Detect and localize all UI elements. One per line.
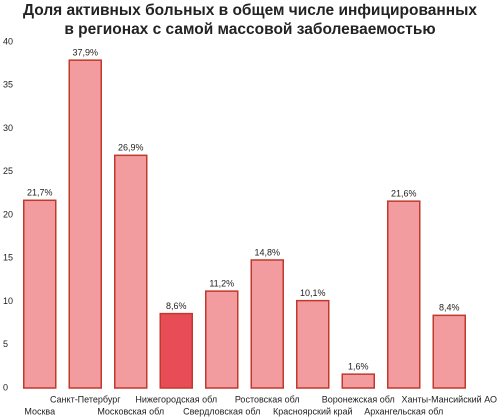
value-label: 8,6% [166, 301, 187, 311]
y-tick-label: 5 [3, 339, 8, 349]
x-tick-label: Московская обл [97, 406, 164, 416]
value-label: 26,9% [118, 143, 144, 153]
value-label: 1,6% [348, 362, 369, 372]
chart-title: в регионах с самой массовой заболеваемос… [64, 21, 435, 38]
x-tick-label: Воронежская обл [322, 394, 395, 404]
value-label: 8,4% [439, 303, 460, 313]
bar [23, 199, 57, 389]
y-tick-label: 0 [3, 382, 8, 392]
value-label: 21,6% [391, 189, 417, 199]
x-tick-label: Санкт-Петербург [50, 394, 121, 404]
y-tick-label: 30 [3, 123, 13, 133]
x-tick-label: Ростовская обл [235, 394, 300, 404]
bar [296, 299, 330, 389]
value-label: 11,2% [209, 278, 234, 288]
bar [159, 312, 193, 389]
x-tick-label: Москва [24, 406, 55, 416]
bar [432, 314, 466, 389]
value-label: 14,8% [254, 247, 280, 257]
value-label: 10,1% [300, 288, 326, 298]
bar [205, 290, 239, 389]
y-tick-label: 40 [3, 36, 13, 46]
y-tick-label: 20 [3, 209, 13, 219]
y-tick-label: 10 [3, 296, 13, 306]
x-tick-label: Нижегородская обл [135, 394, 217, 404]
y-tick-label: 25 [3, 166, 13, 176]
value-label: 37,9% [72, 48, 98, 58]
x-tick-label: Красноярский край [273, 406, 353, 416]
bar [341, 373, 375, 389]
chart-title: Доля активных больных в общем числе инфи… [23, 2, 477, 19]
bar [114, 154, 148, 389]
bar [68, 59, 102, 389]
bar [387, 200, 421, 389]
bar [250, 259, 284, 389]
y-tick-label: 15 [3, 253, 13, 263]
y-tick-label: 35 [3, 80, 13, 90]
x-tick-label: Свердловская обл [183, 406, 260, 416]
x-tick-label: Архангельская обл [364, 406, 443, 416]
x-tick-label: Ханты-Мансийский АО [402, 394, 498, 404]
value-label: 21,7% [27, 188, 53, 198]
